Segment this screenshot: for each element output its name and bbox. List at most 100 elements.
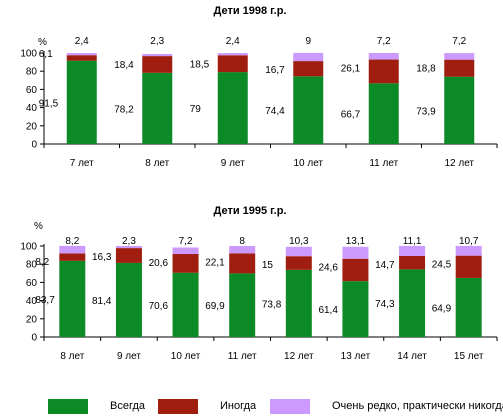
chart-1998-bar-rarely: [217, 53, 248, 56]
legend-swatch-rarely: [270, 398, 310, 414]
chart-1998-data-label-always: 66,7: [341, 110, 361, 121]
chart-1995-bar-rarely: [59, 245, 86, 254]
chart-1998-data-label-sometimes: 16,7: [265, 65, 285, 76]
chart-1995-y-tick-label: 0: [31, 333, 37, 344]
legend-label-sometimes: Иногда: [220, 400, 257, 412]
chart-1998-data-label-always: 91,5: [39, 98, 59, 109]
chart-1998-y-tick-label: 60: [26, 85, 38, 96]
chart-1995-data-label-rarely: 10,7: [459, 236, 479, 247]
chart-1998-y-tick-label: 80: [26, 67, 38, 78]
chart-1995-bar-always: [115, 262, 142, 337]
chart-1998-data-label-sometimes: 6,1: [39, 49, 53, 60]
chart-1998-bar-always: [217, 72, 248, 144]
chart-1998-bar-sometimes: [66, 55, 97, 61]
legend-swatch-always: [48, 398, 88, 414]
chart-1995-data-label-sometimes: 14,7: [375, 260, 395, 271]
chart-1998-data-label-rarely: 9: [305, 36, 311, 47]
chart-1998-y-tick-label: 20: [26, 121, 38, 132]
chart-1995-bar-rarely: [399, 245, 426, 257]
chart-1998-bar-rarely: [293, 52, 324, 62]
legend-item-sometimes: Иногда: [158, 398, 256, 414]
chart-1998-data-label-rarely: 2,4: [226, 36, 240, 47]
chart-1998-y-tick-label: 0: [31, 140, 37, 151]
chart-1995-data-label-always: 83,7: [35, 295, 55, 306]
chart-1998-bar-rarely: [66, 53, 97, 56]
chart-1995-y-tick-label: 20: [26, 314, 38, 325]
chart-1998-bar-always: [293, 76, 324, 144]
chart-1995-data-label-sometimes: 15: [262, 260, 274, 271]
chart-1995-data-label-sometimes: 8,2: [35, 257, 49, 268]
chart-1998-bar-sometimes: [142, 56, 173, 73]
chart-1995-data-label-rarely: 11,1: [403, 236, 422, 247]
chart-1998-data-label-always: 73,9: [416, 106, 436, 117]
chart-1995-bar-always: [229, 273, 256, 337]
chart-1995-data-label-rarely: 8,2: [65, 236, 79, 247]
chart-1995-category-label: 9 лет: [117, 351, 141, 362]
chart-1998-bar-always: [444, 76, 475, 144]
chart-1995-bar-always: [59, 260, 86, 337]
chart-1998-category-label: 10 лет: [293, 158, 323, 169]
chart-1995-bar-sometimes: [455, 255, 482, 278]
chart-1995-bar-sometimes: [59, 253, 86, 261]
chart-1995-bar-sometimes: [285, 256, 312, 270]
chart-1998-y-tick-label: 40: [26, 103, 38, 114]
chart-1995-data-label-rarely: 2,3: [122, 236, 136, 247]
chart-1995-bar-always: [285, 269, 312, 337]
chart-1995-data-label-sometimes: 24,5: [432, 260, 452, 271]
chart-1995-category-label: 11 лет: [228, 351, 257, 362]
chart-1995-bar-rarely: [115, 246, 142, 249]
chart-1995-category-label: 15 лет: [454, 351, 484, 362]
chart-1998-bar-always: [142, 72, 173, 144]
chart-1998-data-label-sometimes: 18,4: [114, 60, 134, 71]
chart-1998-data-label-always: 78,2: [114, 104, 134, 115]
chart-1998-data-label-rarely: 7,2: [377, 36, 391, 47]
chart-1995-data-label-rarely: 10,3: [289, 236, 309, 247]
chart-1995-bar-rarely: [229, 246, 256, 254]
chart-1995-data-label-rarely: 7,2: [179, 236, 193, 247]
legend-item-always: Всегда: [48, 398, 145, 414]
chart-1995-bar-sometimes: [342, 258, 369, 282]
chart-1995-category-label: 12 лет: [284, 351, 314, 362]
chart-1995-data-label-always: 73,8: [262, 299, 282, 310]
chart-1998-category-label: 11 лет: [369, 158, 398, 169]
legend-label-rarely: Очень редко, практически никогда: [332, 400, 503, 412]
chart-1998-bar-sometimes: [368, 59, 399, 84]
chart-1995-title: Дети 1995 г.р.: [214, 205, 287, 217]
chart-1995-data-label-sometimes: 22,1: [205, 257, 225, 268]
chart-1998-bar-sometimes: [217, 55, 248, 73]
chart-1995-bar-sometimes: [229, 253, 256, 274]
chart-1998-data-label-rarely: 7,2: [452, 36, 466, 47]
chart-1998-bar-rarely: [368, 53, 399, 60]
chart-1998-y-unit-label: %: [38, 37, 47, 48]
chart-1995-data-label-always: 69,9: [205, 301, 225, 312]
chart-1995-bar-always: [342, 281, 369, 337]
chart-1998-data-label-sometimes: 18,8: [416, 64, 436, 75]
chart-1995-y-unit-label: %: [34, 221, 43, 232]
chart-1998-data-label-always: 79: [190, 104, 202, 115]
chart-1998-bar-always: [66, 60, 97, 144]
chart-1995-bar-always: [172, 272, 199, 337]
chart-1998-category-label: 9 лет: [221, 158, 245, 169]
chart-1995-bar-rarely: [172, 247, 199, 255]
chart-1998-bar-always: [368, 83, 399, 144]
chart-1995-data-label-always: 64,9: [432, 303, 452, 314]
chart-1998-category-label: 12 лет: [444, 158, 474, 169]
chart-1995-data-label-always: 81,4: [92, 296, 112, 307]
chart-1998-data-label-always: 74,4: [265, 106, 285, 117]
chart-1995-bar-always: [455, 277, 482, 337]
chart-1998-category-label: 7 лет: [70, 158, 94, 169]
chart-1998-bar-rarely: [142, 54, 173, 57]
chart-1995-bar-rarely: [455, 245, 482, 256]
chart-1995-category-label: 14 лет: [397, 351, 427, 362]
chart-1995-bar-sometimes: [399, 256, 426, 270]
chart-1998-title: Дети 1998 г.р.: [214, 5, 287, 17]
chart-1995-category-label: 10 лет: [171, 351, 201, 362]
chart-1995-category-label: 13 лет: [341, 351, 371, 362]
legend-swatch-sometimes: [158, 398, 198, 414]
chart-1995-data-label-sometimes: 24,6: [318, 263, 338, 274]
legend-label-always: Всегда: [110, 400, 146, 412]
chart-1998-data-label-sometimes: 26,1: [341, 64, 361, 75]
chart-1998-data-label-rarely: 2,3: [150, 36, 164, 47]
legend-item-rarely: Очень редко, практически никогда: [270, 398, 503, 414]
